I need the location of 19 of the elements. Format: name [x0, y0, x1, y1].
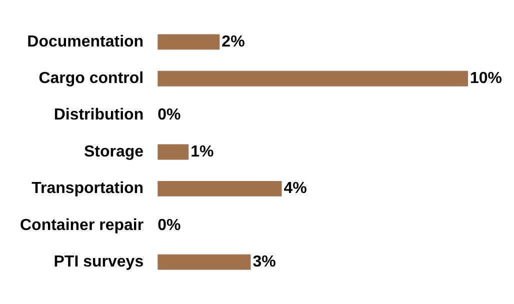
bar: [158, 254, 251, 270]
data-label: 0%: [158, 106, 181, 124]
data-label: 2%: [222, 33, 245, 50]
data-label: 1%: [190, 143, 214, 160]
y-tick-label: Storage: [84, 143, 144, 160]
bar: [158, 34, 220, 50]
y-tick-label: Documentation: [27, 33, 144, 50]
bar: [158, 70, 468, 86]
data-label: 3%: [252, 253, 276, 270]
data-label: 4%: [284, 180, 307, 198]
data-label: 0%: [158, 216, 181, 234]
bar: [158, 144, 189, 160]
y-tick-label: Cargo control: [38, 70, 144, 88]
bar: [158, 180, 282, 196]
y-tick-label: PTI surveys: [54, 253, 144, 270]
data-label: 10%: [470, 70, 502, 88]
y-tick-label: Transportation: [32, 180, 144, 198]
y-tick-label: Distribution: [54, 106, 144, 124]
y-tick-label: Container repair: [20, 216, 144, 234]
